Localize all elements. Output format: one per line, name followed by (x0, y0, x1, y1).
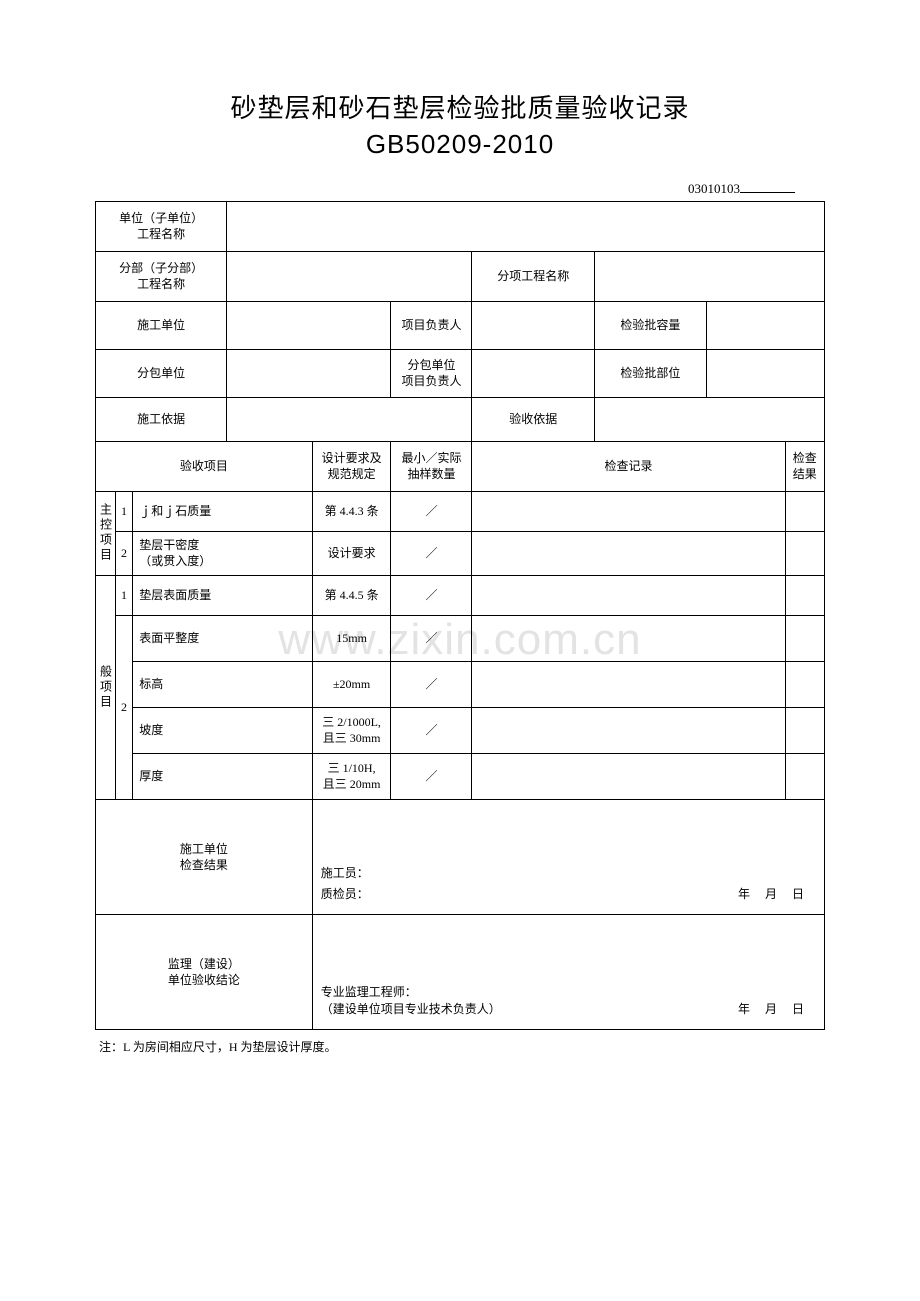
group-general: 般项目 (96, 575, 116, 799)
cell-res (785, 661, 824, 707)
cell-res (785, 531, 824, 575)
cell-rec (472, 615, 785, 661)
cell-res (785, 575, 824, 615)
cell-qty: ／ (391, 491, 472, 531)
unit-value (227, 201, 825, 251)
sgy-label: 施工员： (321, 865, 816, 881)
cell-res (785, 491, 824, 531)
doc-number-prefix: 03010103 (688, 181, 740, 196)
branch-value (227, 251, 472, 301)
row-general-5: 厚度 三 1/10H,且三 20mm ／ (96, 753, 825, 799)
cell-rec (472, 661, 785, 707)
group-master: 主控项目 (96, 491, 116, 575)
accept-basis-label: 验收依据 (472, 397, 595, 441)
row-general-1: 般项目 1 垫层表面质量 第 4.4.5 条 ／ (96, 575, 825, 615)
inspect-record-header: 检查记录 (472, 441, 785, 491)
cell-idx: 2 (115, 615, 133, 799)
basis-value (227, 397, 472, 441)
cell-res (785, 615, 824, 661)
cell-rec (472, 531, 785, 575)
row-constructor: 施工单位 项目负责人 检验批容量 (96, 301, 825, 349)
cell-name: 垫层干密度（或贯入度） (133, 531, 313, 575)
sub-pm-label: 分包单位项目负责人 (391, 349, 472, 397)
sig-date-1: 年 月 日 (738, 886, 810, 902)
engineer-label: 专业监理工程师： (321, 984, 816, 1000)
subcontractor-value (227, 349, 391, 397)
cell-name: 坡度 (133, 707, 313, 753)
row-general-2: 2 表面平整度 15mm ／ (96, 615, 825, 661)
cell-qty: ／ (391, 575, 472, 615)
cell-qty: ／ (391, 753, 472, 799)
cell-idx: 1 (115, 575, 133, 615)
row-subcontractor: 分包单位 分包单位项目负责人 检验批部位 (96, 349, 825, 397)
design-req-header: 设计要求及规范规定 (312, 441, 391, 491)
row-basis: 施工依据 验收依据 (96, 397, 825, 441)
constructor-label: 施工单位 (96, 301, 227, 349)
row-general-3: 标高 ±20mm ／ (96, 661, 825, 707)
title-line2: GB50209-2010 (95, 126, 825, 162)
cell-qty: ／ (391, 661, 472, 707)
part-label: 检验批部位 (595, 349, 707, 397)
cell-qty: ／ (391, 531, 472, 575)
cell-qty: ／ (391, 707, 472, 753)
row-unit: 单位（子单位）工程名称 (96, 201, 825, 251)
doc-number-blank (740, 192, 795, 193)
cell-req: 第 4.4.3 条 (312, 491, 391, 531)
sample-qty-header: 最小／实际抽样数量 (391, 441, 472, 491)
cell-req: 三 1/10H,且三 20mm (312, 753, 391, 799)
cell-rec (472, 753, 785, 799)
doc-number: 03010103 (95, 181, 825, 197)
cell-req: ±20mm (312, 661, 391, 707)
subitem-label: 分项工程名称 (472, 251, 595, 301)
sub-pm-value (472, 349, 595, 397)
cell-name: 表面平整度 (133, 615, 313, 661)
cell-res (785, 707, 824, 753)
subcontractor-label: 分包单位 (96, 349, 227, 397)
title-block: 砂垫层和砂石垫层检验批质量验收记录 GB50209-2010 (95, 90, 825, 163)
cell-name: 垫层表面质量 (133, 575, 313, 615)
cell-idx: 2 (115, 531, 133, 575)
pm-value (472, 301, 595, 349)
subitem-value (595, 251, 825, 301)
constructor-sig-cell: 施工员： 质检员： 年 月 日 (312, 799, 824, 914)
constructor-value (227, 301, 391, 349)
cell-name: 标高 (133, 661, 313, 707)
row-master-2: 2 垫层干密度（或贯入度） 设计要求 ／ (96, 531, 825, 575)
unit-label: 单位（子单位）工程名称 (96, 201, 227, 251)
capacity-label: 检验批容量 (595, 301, 707, 349)
cell-res (785, 753, 824, 799)
cell-req: 15mm (312, 615, 391, 661)
accept-item-header: 验收项目 (96, 441, 313, 491)
accept-basis-value (595, 397, 825, 441)
supervisor-label: 监理（建设）单位验收结论 (96, 914, 313, 1029)
cell-idx: 1 (115, 491, 133, 531)
cell-qty: ／ (391, 615, 472, 661)
capacity-value (706, 301, 824, 349)
row-supervisor-sig: 监理（建设）单位验收结论 专业监理工程师： （建设单位项目专业技术负责人） 年 … (96, 914, 825, 1029)
constructor-result-label: 施工单位检查结果 (96, 799, 313, 914)
basis-label: 施工依据 (96, 397, 227, 441)
inspect-result-header: 检查结果 (785, 441, 824, 491)
cell-req: 设计要求 (312, 531, 391, 575)
sig-date-2: 年 月 日 (738, 1001, 810, 1017)
row-master-1: 主控项目 1 ｊ和ｊ石质量 第 4.4.3 条 ／ (96, 491, 825, 531)
row-general-4: 坡度 三 2/1000L,且三 30mm ／ (96, 707, 825, 753)
cell-rec (472, 491, 785, 531)
pm-label: 项目负责人 (391, 301, 472, 349)
main-table: 单位（子单位）工程名称 分部（子分部）工程名称 分项工程名称 施工单位 项目负责… (95, 201, 825, 1030)
title-line1: 砂垫层和砂石垫层检验批质量验收记录 (95, 90, 825, 126)
cell-req: 三 2/1000L,且三 30mm (312, 707, 391, 753)
part-value (706, 349, 824, 397)
row-constructor-sig: 施工单位检查结果 施工员： 质检员： 年 月 日 (96, 799, 825, 914)
branch-label: 分部（子分部）工程名称 (96, 251, 227, 301)
cell-rec (472, 707, 785, 753)
row-branch: 分部（子分部）工程名称 分项工程名称 (96, 251, 825, 301)
cell-name: 厚度 (133, 753, 313, 799)
cell-name: ｊ和ｊ石质量 (133, 491, 313, 531)
cell-req: 第 4.4.5 条 (312, 575, 391, 615)
footnote: 注：L 为房间相应尺寸，H 为垫层设计厚度。 (95, 1038, 825, 1055)
row-col-headers: 验收项目 设计要求及规范规定 最小／实际抽样数量 检查记录 检查结果 (96, 441, 825, 491)
supervisor-sig-cell: 专业监理工程师： （建设单位项目专业技术负责人） 年 月 日 (312, 914, 824, 1029)
cell-rec (472, 575, 785, 615)
